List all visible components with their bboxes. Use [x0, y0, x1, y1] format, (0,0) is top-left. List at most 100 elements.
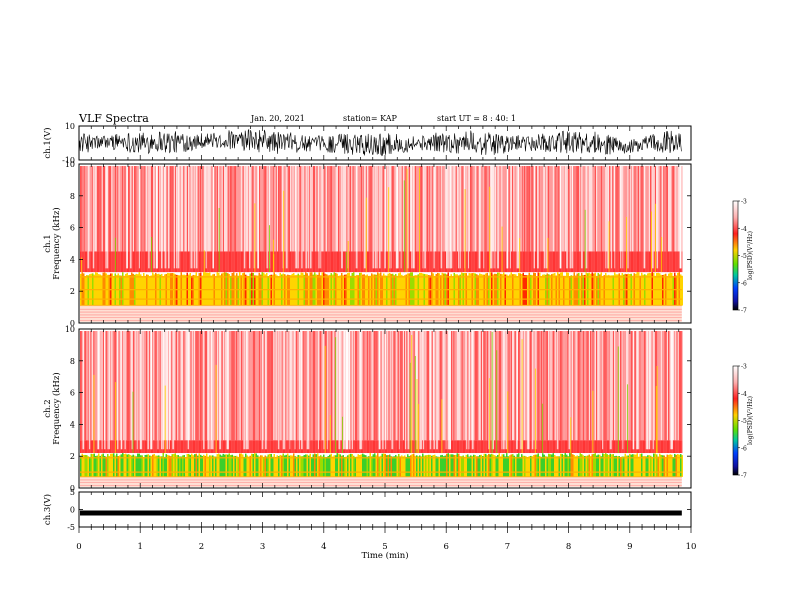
- spectrogram-gap: [88, 330, 91, 450]
- spectrogram-column: [369, 331, 371, 441]
- spectrogram-gap: [614, 165, 616, 269]
- spectrogram-column: [248, 251, 250, 273]
- spectrogram-column: [504, 440, 506, 454]
- spectrogram-column: [585, 440, 587, 454]
- spectrogram-column: [276, 251, 278, 273]
- spectrogram-column: [507, 456, 509, 477]
- spectrogram-column: [336, 453, 338, 477]
- spectrogram-column: [407, 454, 409, 477]
- spectrogram-column: [491, 272, 493, 306]
- spectrogram-column: [202, 166, 204, 252]
- spectrogram-column: [482, 251, 484, 273]
- spectrogram-column: [369, 440, 371, 454]
- spectrogram-column: [90, 440, 92, 454]
- spectrogram-column: [401, 440, 403, 454]
- spectrogram-column: [204, 166, 206, 252]
- spectrogram-column: [370, 166, 372, 252]
- spectrogram-column: [314, 453, 316, 477]
- spectrogram-column: [536, 440, 538, 454]
- spectrogram-column: [549, 331, 551, 441]
- spectrogram-gap: [282, 165, 284, 269]
- spectrogram-gap: [505, 330, 508, 450]
- spectrogram-column: [508, 166, 510, 252]
- spectrogram-column: [105, 331, 107, 441]
- spectrogram-spike: [329, 415, 331, 454]
- spectrogram-column: [179, 251, 181, 273]
- colorbar-tick-label: -3: [741, 199, 747, 206]
- spectrogram-column: [425, 251, 427, 273]
- spectrogram-column: [663, 166, 665, 252]
- spectrogram-column: [257, 440, 259, 454]
- spectrogram-column: [192, 331, 194, 441]
- spectrogram-spike: [519, 238, 521, 273]
- spectrogram-column: [299, 440, 301, 454]
- spectrogram-column: [221, 251, 223, 273]
- spectrogram-column: [334, 251, 336, 273]
- spectrogram-column: [534, 251, 536, 273]
- spectrogram-column: [285, 440, 287, 454]
- spectrogram-gap: [266, 165, 268, 269]
- spectrogram-column: [231, 454, 233, 477]
- spectrogram-column: [438, 166, 440, 252]
- spectrogram-column: [155, 440, 157, 454]
- spectrogram-column: [645, 456, 647, 477]
- spectrogram-column: [132, 166, 134, 252]
- spectrogram-column: [503, 272, 505, 306]
- spectrogram-column: [531, 440, 533, 454]
- spectrogram-column: [173, 440, 175, 454]
- spectrogram-column: [170, 456, 172, 477]
- spectrogram-gap: [609, 330, 612, 450]
- spectrogram-column: [461, 440, 463, 454]
- spectrogram-column: [360, 166, 362, 252]
- spectrogram-column: [431, 272, 433, 306]
- spectrogram-column: [358, 166, 360, 252]
- spectrogram-column: [330, 251, 332, 273]
- spectrogram-column: [269, 166, 271, 252]
- y-tick-label: 2: [70, 452, 75, 461]
- spectrogram-column: [222, 453, 224, 477]
- spectrogram-column: [347, 455, 349, 477]
- spectrogram-column: [154, 166, 156, 252]
- spectrogram-column: [255, 453, 257, 477]
- spectrogram-gap: [440, 165, 443, 269]
- spectrogram-column: [503, 454, 505, 477]
- spectrogram-column: [579, 166, 581, 252]
- spectrogram-column: [599, 454, 601, 477]
- spectrogram-column: [220, 166, 222, 252]
- spectrogram-spike: [272, 239, 274, 273]
- spectrogram-column: [597, 331, 599, 441]
- spectrogram-column: [650, 455, 652, 477]
- spectrogram-column: [350, 331, 352, 441]
- spectrogram-column: [647, 166, 649, 252]
- spectrogram-column: [495, 456, 497, 477]
- spectrogram-column: [524, 251, 526, 273]
- spectrogram-column: [599, 251, 601, 273]
- spectrogram-column: [250, 166, 252, 252]
- spectrogram-column: [518, 440, 520, 454]
- spectrogram-column: [264, 166, 266, 252]
- spectrogram-column: [628, 166, 630, 252]
- spectrogram-column: [275, 440, 277, 454]
- spectrogram-column: [443, 440, 445, 454]
- spectrogram-column: [426, 166, 428, 252]
- spectrogram-column: [634, 331, 636, 441]
- spectrogram-column: [252, 453, 254, 477]
- spectrogram-column: [428, 274, 430, 306]
- spectrogram-column: [425, 455, 427, 477]
- spectrogram-column: [555, 275, 557, 306]
- spectrogram-column: [669, 331, 671, 441]
- spectrogram-column: [537, 331, 539, 441]
- spectrogram-column: [423, 251, 425, 273]
- spectrogram-column: [681, 251, 683, 273]
- spectrogram-column: [119, 440, 121, 454]
- spectrogram-column: [260, 251, 262, 273]
- spectrogram-column: [513, 440, 515, 454]
- spectrogram-gap: [422, 165, 424, 269]
- spectrogram-column: [386, 251, 388, 273]
- spectrogram-gap: [300, 330, 303, 450]
- spectrogram-column: [293, 251, 295, 273]
- spectrogram-column: [162, 453, 164, 477]
- spectrogram-column: [563, 331, 565, 441]
- spectrogram-column: [393, 331, 395, 441]
- spectrogram-column: [192, 251, 194, 273]
